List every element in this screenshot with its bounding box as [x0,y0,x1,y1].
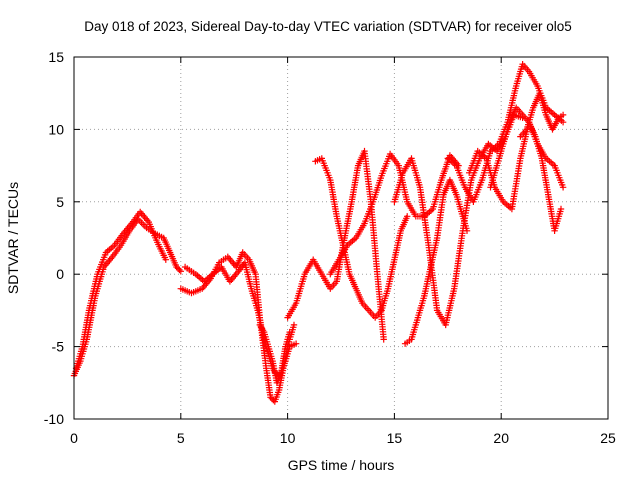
y-tick-label: 10 [48,121,64,137]
data-point [404,213,411,220]
series-track-2 [72,208,169,372]
series-track-11 [444,61,567,205]
x-tick-label: 0 [70,430,78,446]
data-point [177,268,184,275]
data-point [290,321,298,329]
data-points [70,61,567,405]
series-track-1 [70,216,184,379]
series-track-6 [284,147,387,343]
x-tick-label: 20 [493,430,509,446]
data-point [292,340,300,347]
series-track-7 [312,155,411,321]
y-tick-labels: -10 -5 0 5 10 15 [44,49,64,427]
data-point [267,394,274,401]
x-tick-label: 25 [600,430,616,446]
series-track-13 [487,104,565,234]
data-point [559,119,567,126]
plot-frame [73,56,609,420]
series-track-14 [517,90,567,140]
series-track-12 [466,119,567,213]
axis-ticks [73,56,609,420]
y-tick-label: 0 [56,266,64,282]
y-axis-label: SDTVAR / TECUs [5,182,21,294]
data-point [559,111,567,119]
x-tick-label: 10 [280,430,296,446]
data-point [557,205,565,213]
chart-title: Day 018 of 2023, Sidereal Day-to-day VTE… [84,19,571,34]
data-point [173,263,180,271]
data-point [286,328,293,336]
y-tick-label: 5 [56,194,64,210]
x-tick-labels: 0 5 10 15 20 25 [70,430,616,446]
data-point [174,265,182,272]
data-point [176,266,183,274]
data-point [162,256,169,263]
series-track-5 [256,321,300,386]
y-tick-label: 15 [48,49,64,65]
x-tick-label: 15 [387,430,403,446]
x-tick-label: 5 [177,430,185,446]
grid-lines [74,57,608,419]
series-track-8 [327,150,462,278]
y-tick-label: -5 [52,339,65,355]
data-point [559,184,567,191]
series-track-4 [181,259,293,379]
y-tick-label: -10 [44,411,64,427]
data-point [380,336,387,343]
x-axis-label: GPS time / hours [288,457,395,473]
series-track-9 [401,176,471,347]
